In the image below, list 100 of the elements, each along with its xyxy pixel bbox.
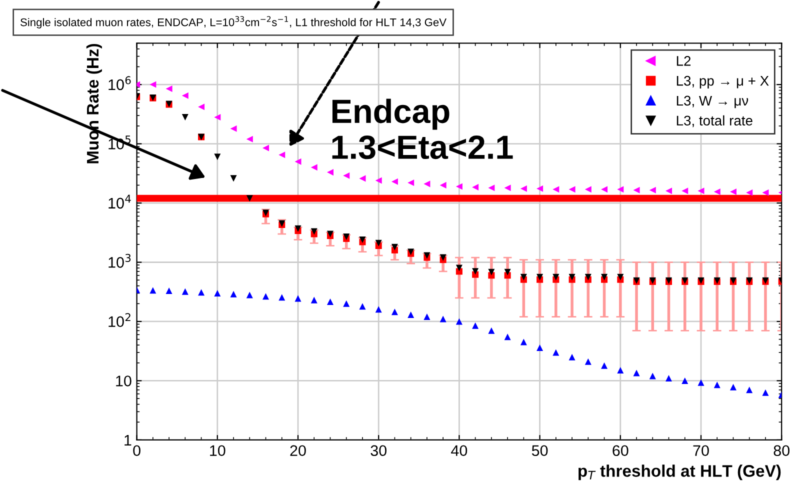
point bbox=[182, 114, 188, 121]
point bbox=[536, 344, 544, 352]
y-tick-label: 10$^{6}$ bbox=[108, 76, 131, 90]
point bbox=[698, 188, 704, 194]
point bbox=[584, 358, 592, 365]
point bbox=[166, 288, 172, 294]
point bbox=[294, 158, 302, 165]
point bbox=[326, 298, 334, 306]
point bbox=[584, 186, 592, 193]
legend-label: L3, W → μν bbox=[676, 96, 748, 108]
point bbox=[633, 186, 640, 194]
point bbox=[262, 293, 270, 300]
point bbox=[246, 195, 253, 202]
point bbox=[504, 334, 511, 340]
point bbox=[682, 188, 688, 194]
point bbox=[601, 274, 608, 280]
point bbox=[278, 294, 286, 301]
point bbox=[182, 288, 188, 295]
point bbox=[424, 180, 430, 188]
point bbox=[568, 186, 576, 193]
point bbox=[440, 182, 446, 188]
point bbox=[408, 179, 414, 186]
point bbox=[568, 274, 576, 280]
point bbox=[649, 186, 656, 194]
point bbox=[714, 188, 720, 196]
point bbox=[246, 292, 253, 298]
point bbox=[262, 144, 270, 152]
point bbox=[472, 184, 479, 190]
point bbox=[214, 154, 221, 160]
point bbox=[182, 92, 188, 99]
point bbox=[568, 354, 576, 360]
point bbox=[214, 290, 221, 296]
x-tick-label: 50 bbox=[532, 445, 548, 456]
point bbox=[601, 362, 608, 369]
point bbox=[746, 386, 753, 394]
x-tick-label: 30 bbox=[370, 445, 386, 456]
point bbox=[310, 228, 318, 235]
point bbox=[746, 189, 753, 196]
point bbox=[310, 164, 318, 171]
point bbox=[424, 314, 430, 320]
point bbox=[166, 85, 172, 92]
point bbox=[230, 125, 237, 132]
point bbox=[343, 172, 350, 179]
point bbox=[198, 289, 205, 296]
chart-title: Single isolated muon rates, ENDCAP, L=10$^{33}$cm$^{−2}$s$^{−1}$, L1 threshold for HLT 14,3 GeV bbox=[20, 16, 446, 28]
point bbox=[343, 300, 350, 307]
point bbox=[440, 316, 446, 322]
point bbox=[504, 268, 511, 276]
point bbox=[488, 268, 495, 276]
point bbox=[504, 184, 511, 192]
x-tick-label: 10 bbox=[210, 445, 226, 456]
point bbox=[617, 186, 624, 193]
point bbox=[666, 188, 672, 194]
point bbox=[552, 349, 560, 356]
point bbox=[294, 295, 302, 302]
legend-label: L2 bbox=[676, 56, 691, 66]
point bbox=[552, 186, 560, 193]
point bbox=[488, 327, 495, 334]
y-axis-title: Muon Rate (Hz) bbox=[86, 44, 102, 164]
point bbox=[552, 274, 560, 280]
x-tick-label: 80 bbox=[774, 445, 790, 456]
legend-label: L3, total rate bbox=[676, 115, 752, 128]
point bbox=[408, 311, 414, 318]
point bbox=[520, 185, 527, 192]
x-tick-label: 20 bbox=[290, 445, 306, 456]
point bbox=[584, 274, 592, 280]
point bbox=[649, 372, 656, 380]
point bbox=[230, 290, 237, 298]
point bbox=[326, 169, 334, 176]
x-tick-label: 40 bbox=[451, 445, 468, 456]
y-tick-label: 10 bbox=[116, 376, 132, 386]
x-tick-label: 0 bbox=[133, 445, 140, 456]
y-tick-label: 10$^{3}$ bbox=[108, 254, 131, 268]
point bbox=[730, 188, 736, 196]
point bbox=[714, 382, 720, 388]
point bbox=[198, 104, 205, 110]
point bbox=[294, 225, 302, 232]
x-tick-label: 60 bbox=[612, 445, 628, 456]
y-tick-label: 1 bbox=[124, 434, 132, 446]
point bbox=[536, 185, 544, 192]
point bbox=[150, 81, 156, 88]
point bbox=[391, 244, 398, 250]
y-tick-label: 10$^{4}$ bbox=[108, 194, 131, 209]
point bbox=[246, 136, 253, 142]
legend-label: L3, pp → μ + X bbox=[676, 76, 769, 88]
point bbox=[536, 274, 544, 280]
point bbox=[278, 152, 286, 158]
point bbox=[375, 306, 382, 313]
point bbox=[440, 254, 446, 261]
point bbox=[682, 377, 688, 384]
point bbox=[456, 264, 462, 272]
point bbox=[230, 175, 237, 182]
point bbox=[520, 274, 527, 280]
point bbox=[214, 114, 221, 121]
point bbox=[456, 183, 462, 190]
x-axis-title: p$_{T}$ threshold at HLT (GeV) bbox=[578, 464, 781, 480]
point bbox=[520, 338, 527, 346]
point bbox=[730, 384, 736, 390]
x-tick-label: 70 bbox=[693, 445, 709, 456]
y-tick-label: 10$^{2}$ bbox=[108, 313, 130, 328]
